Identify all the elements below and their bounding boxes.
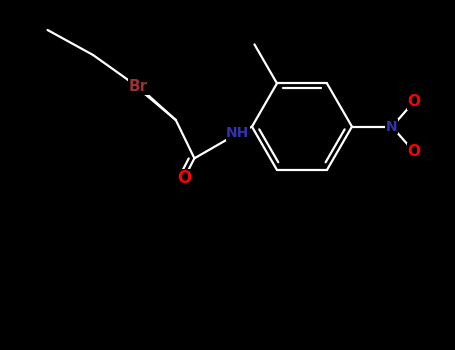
Text: O: O — [177, 169, 191, 187]
Text: NH: NH — [226, 126, 249, 140]
Text: O: O — [408, 144, 420, 159]
Text: N: N — [386, 120, 398, 134]
Text: O: O — [408, 94, 420, 109]
Text: Br: Br — [129, 79, 148, 94]
